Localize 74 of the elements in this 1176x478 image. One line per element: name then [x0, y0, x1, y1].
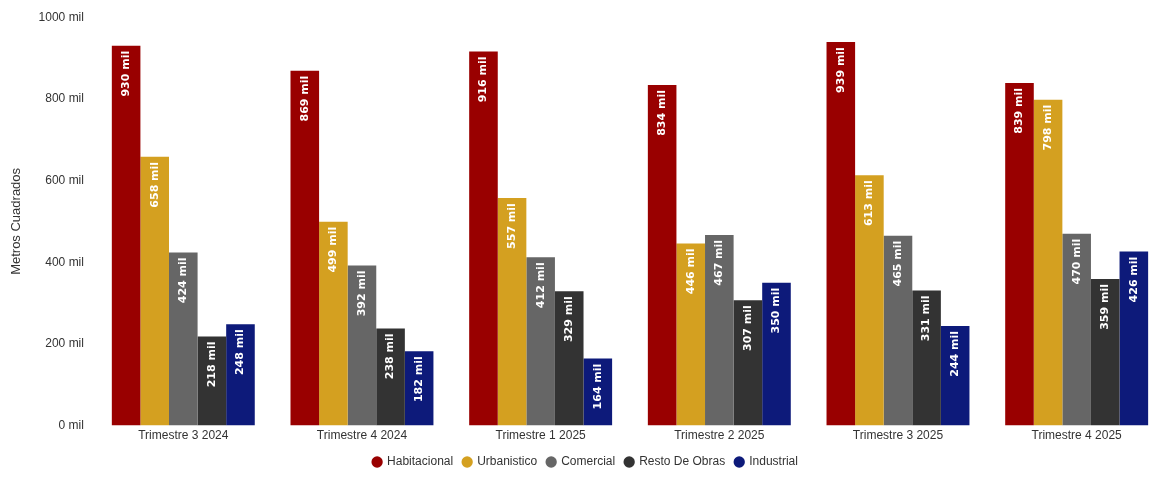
x-tick-label: Trimestre 1 2025: [495, 428, 587, 443]
data-label: 467 mil: [712, 239, 726, 286]
data-label: 412 mil: [533, 262, 547, 309]
data-label: 834 mil: [655, 89, 668, 136]
data-label: 869 mil: [297, 75, 311, 122]
legend-label: Comercial: [561, 454, 616, 469]
data-label: 329 mil: [562, 296, 576, 343]
y-tick-label: 600 mil: [45, 172, 84, 187]
y-tick-label: 400 mil: [45, 254, 84, 269]
legend-label: Resto De Obras: [639, 454, 726, 469]
bar: [1062, 233, 1091, 426]
y-tick-label: 200 mil: [45, 336, 84, 351]
x-tick-label: Trimestre 4 2025: [1031, 428, 1123, 443]
bar: [376, 328, 405, 426]
y-tick-label: 1000 mil: [38, 9, 84, 24]
data-label: 424 mil: [176, 257, 190, 304]
bar: [347, 265, 377, 426]
bar: [912, 290, 941, 426]
bar: [762, 282, 791, 426]
data-label: 331 mil: [919, 295, 933, 342]
legend-label: Urbanistico: [477, 454, 538, 469]
bar: [140, 156, 169, 426]
data-label: 916 mil: [476, 56, 490, 103]
data-label: 798 mil: [1040, 104, 1054, 151]
bar: [826, 42, 856, 426]
data-label: 350 mil: [769, 287, 783, 334]
data-label: 164 mil: [590, 363, 604, 410]
data-label: 446 mil: [683, 248, 697, 295]
bar: [1033, 99, 1063, 426]
y-tick-label: 0 mil: [58, 417, 84, 432]
data-label: 248 mil: [233, 329, 247, 376]
legend-label: Habitacional: [387, 454, 454, 469]
data-label: 307 mil: [740, 305, 754, 352]
data-label: 470 mil: [1069, 238, 1083, 285]
legend-label: Industrial: [749, 454, 798, 469]
data-label: 359 mil: [1098, 283, 1112, 330]
bar: [319, 221, 348, 426]
bar: [290, 70, 320, 426]
data-label: 426 mil: [1126, 256, 1140, 303]
bar: [733, 300, 763, 426]
bar: [1005, 82, 1034, 426]
data-label: 499 mil: [326, 226, 340, 273]
bar: [497, 198, 527, 426]
bar: [526, 257, 555, 426]
bar: [855, 175, 884, 426]
x-tick-label: Trimestre 2 2025: [674, 428, 765, 443]
x-tick-label: Trimestre 4 2024: [316, 428, 408, 443]
bar: [111, 45, 141, 426]
data-label: 613 mil: [862, 180, 876, 227]
bar: [226, 324, 255, 426]
bar: [554, 291, 584, 426]
bar: [676, 243, 706, 426]
bar: [1090, 278, 1120, 426]
x-tick-label: Trimestre 3 2025: [852, 428, 944, 443]
bar: [647, 84, 677, 426]
data-label: 939 mil: [833, 47, 847, 93]
data-label: 392 mil: [354, 270, 368, 317]
x-tick-label: Trimestre 3 2024: [138, 428, 229, 443]
bar: [1119, 251, 1149, 426]
data-label: 238 mil: [383, 333, 397, 380]
data-label: 218 mil: [204, 341, 218, 388]
bar: [169, 252, 198, 426]
data-label: 182 mil: [412, 356, 425, 403]
data-label: 244 mil: [948, 330, 962, 377]
y-axis-title: Metros Cuadrados: [8, 167, 24, 275]
data-label: 930 mil: [118, 50, 132, 97]
data-label: 839 mil: [1012, 87, 1026, 134]
y-tick-label: 800 mil: [45, 91, 84, 106]
data-label: 465 mil: [890, 240, 904, 287]
data-label: 658 mil: [147, 161, 161, 208]
bar: [705, 234, 734, 426]
bar: [469, 51, 498, 426]
bar: [883, 235, 913, 426]
data-label: 557 mil: [504, 203, 518, 249]
